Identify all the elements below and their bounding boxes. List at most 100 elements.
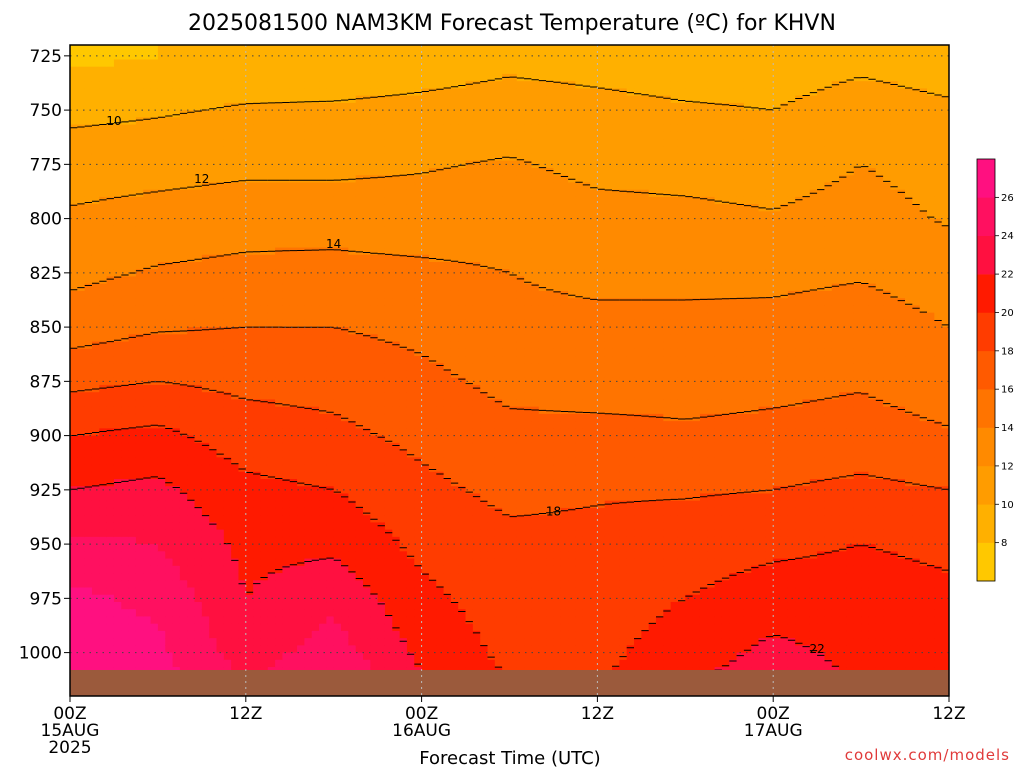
field-cell [201,52,210,61]
field-cell [319,52,327,61]
field-cell [223,659,232,668]
field-cell [253,124,262,133]
field-cell [245,81,254,89]
field-cell [428,500,437,509]
field-cell [355,204,364,212]
field-cell [209,493,218,502]
field-cell [172,81,181,89]
field-cell [157,406,166,415]
field-cell [91,269,100,278]
field-cell [319,146,327,155]
field-cell [157,399,166,408]
field-cell [275,471,284,480]
field-cell [231,247,240,256]
field-cell [143,139,152,147]
field-cell [436,377,445,386]
field-cell [194,305,203,314]
field-cell [363,399,371,408]
field-cell [377,551,386,560]
field-cell [436,428,445,437]
field-cell [304,247,313,256]
field-cell [472,153,481,162]
field-cell [428,384,437,393]
field-cell [370,348,379,357]
field-cell [223,406,232,415]
field-cell [465,413,474,422]
field-cell [253,638,262,646]
field-cell [392,435,401,444]
field-cell [384,370,393,379]
field-cell [157,479,166,487]
field-cell [348,377,357,386]
field-cell [421,507,430,516]
field-cell [450,298,459,306]
field-cell [443,153,452,162]
field-cell [319,262,327,270]
field-cell [414,558,423,567]
field-cell [245,435,254,444]
field-cell [377,290,386,299]
field-cell [326,406,335,415]
field-cell [172,457,181,466]
field-cell [450,88,459,97]
field-cell [245,384,254,393]
field-cell [465,500,474,509]
field-cell [282,399,291,408]
field-cell [399,254,408,263]
field-cell [326,254,335,263]
field-cell [465,73,474,82]
field-cell [399,522,408,531]
field-cell [406,573,415,581]
field-cell [91,254,100,263]
field-cell [187,609,196,618]
field-cell [377,616,386,625]
field-cell [267,341,276,350]
field-cell [245,515,254,523]
field-cell [406,507,415,516]
field-cell [304,652,313,661]
field-cell [157,428,166,437]
field-cell [223,327,232,335]
field-cell [106,413,115,422]
field-cell [179,645,188,654]
field-cell [223,580,232,589]
field-cell [238,413,247,422]
field-cell [91,363,100,372]
field-cell [143,384,152,393]
field-cell [209,327,218,335]
field-cell [297,81,305,89]
field-cell [436,110,445,118]
field-cell [450,341,459,350]
field-cell [399,247,408,256]
field-cell [260,500,269,509]
field-cell [143,406,152,415]
field-cell [458,486,467,495]
field-cell [384,88,393,97]
field-cell [187,319,196,328]
field-cell [179,334,188,343]
field-cell [209,435,218,444]
field-cell [150,536,159,545]
field-cell [289,66,298,75]
field-cell [436,616,445,625]
field-cell [245,645,254,654]
field-cell [165,269,174,278]
field-cell [399,269,408,278]
field-cell [70,182,78,191]
field-cell [282,594,291,603]
field-cell [128,247,137,256]
field-cell [106,81,115,89]
field-cell [326,102,335,111]
field-cell [84,305,93,314]
field-cell [201,529,210,538]
field-cell [297,348,305,357]
field-cell [406,406,415,415]
field-cell [443,312,452,321]
field-cell [443,406,452,415]
field-cell [399,356,408,364]
field-cell [187,428,196,437]
field-cell [450,312,459,321]
field-cell [253,189,262,198]
field-cell [194,507,203,516]
field-cell [436,305,445,314]
